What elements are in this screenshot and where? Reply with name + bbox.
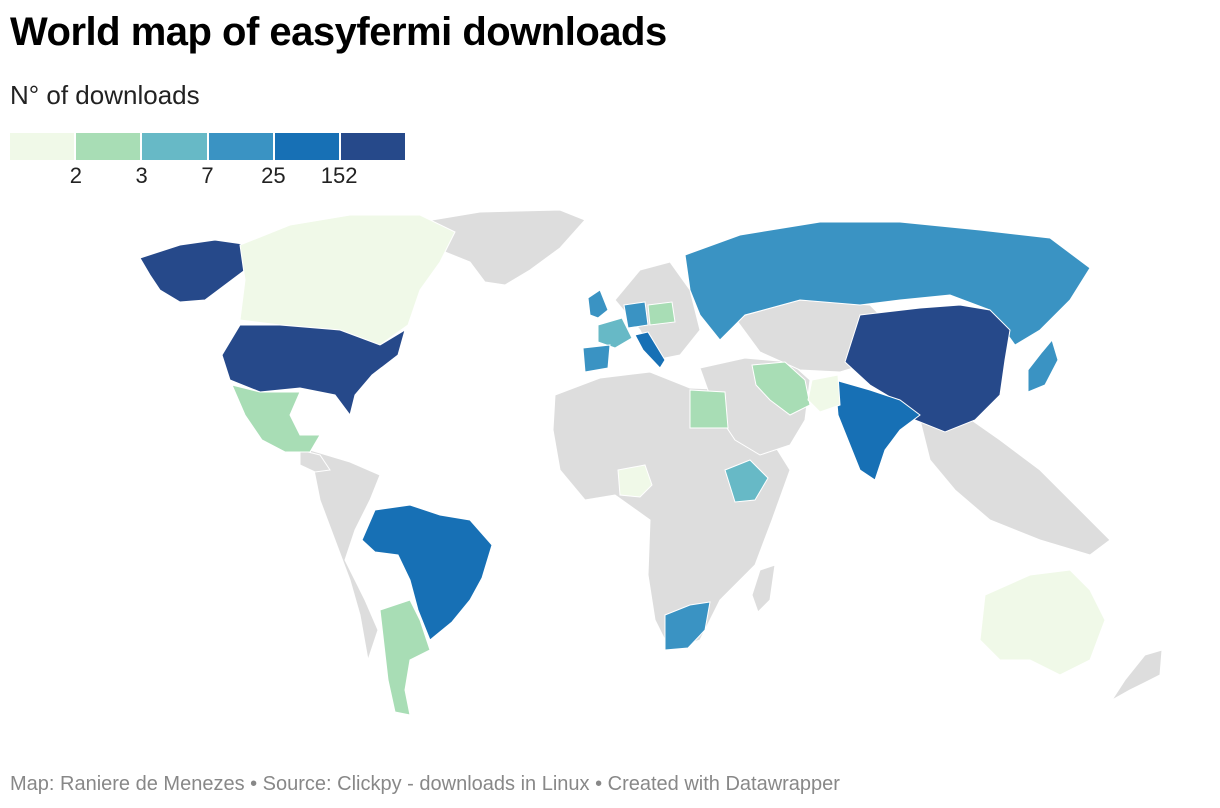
country-canada[interactable] — [239, 214, 456, 346]
country-italy[interactable] — [634, 331, 666, 369]
country-poland[interactable] — [647, 301, 676, 326]
map-title: World map of easyfermi downloads — [10, 10, 667, 54]
country-pakistan[interactable] — [807, 374, 841, 413]
region-madagascar[interactable] — [751, 564, 776, 613]
country-south-africa[interactable] — [664, 601, 711, 651]
country-nigeria[interactable] — [617, 464, 653, 498]
legend-label-3: 25 — [261, 163, 286, 188]
country-india[interactable] — [834, 379, 921, 481]
country-egypt[interactable] — [689, 389, 729, 429]
legend-label-4: 152 — [320, 163, 358, 188]
legend-bar — [10, 133, 406, 160]
country-japan[interactable] — [1027, 338, 1059, 393]
country-ethiopia[interactable] — [724, 459, 769, 503]
region-central-america[interactable] — [299, 449, 331, 473]
region-southeast-asia[interactable] — [919, 411, 1111, 556]
country-china[interactable] — [844, 304, 1011, 433]
country-mexico[interactable] — [231, 384, 321, 453]
country-united-kingdom[interactable] — [587, 289, 609, 319]
legend-label-0: 2 — [69, 163, 82, 188]
country-greenland[interactable] — [419, 209, 586, 286]
country-alaska[interactable] — [139, 239, 251, 303]
legend-label-1: 3 — [135, 163, 148, 188]
country-spain[interactable] — [582, 344, 611, 373]
region-africa[interactable] — [552, 371, 791, 651]
legend-swatch-2 — [142, 133, 207, 160]
legend-swatch-3 — [208, 133, 273, 160]
map-footer: Map: Raniere de Menezes • Source: Clickp… — [10, 773, 840, 795]
country-iran[interactable] — [751, 361, 811, 416]
region-new-zealand[interactable] — [1111, 649, 1163, 701]
color-legend: 2 3 7 25 152 — [10, 133, 406, 193]
country-argentina[interactable] — [379, 599, 431, 716]
no-data-layer — [299, 209, 1163, 701]
region-south-america-north[interactable] — [309, 449, 381, 661]
countries-layer — [139, 214, 1106, 716]
legend-swatch-0 — [10, 133, 75, 160]
country-australia[interactable] — [979, 569, 1106, 676]
country-united-states[interactable] — [221, 324, 406, 417]
country-germany[interactable] — [623, 301, 649, 329]
legend-swatch-1 — [76, 133, 141, 160]
world-map — [139, 209, 1163, 716]
legend-subtitle: N° of downloads — [10, 80, 200, 110]
legend-swatch-5 — [340, 133, 406, 160]
legend-label-2: 7 — [201, 163, 214, 188]
country-france[interactable] — [597, 317, 633, 349]
country-brazil[interactable] — [361, 504, 493, 641]
legend-swatch-4 — [274, 133, 339, 160]
